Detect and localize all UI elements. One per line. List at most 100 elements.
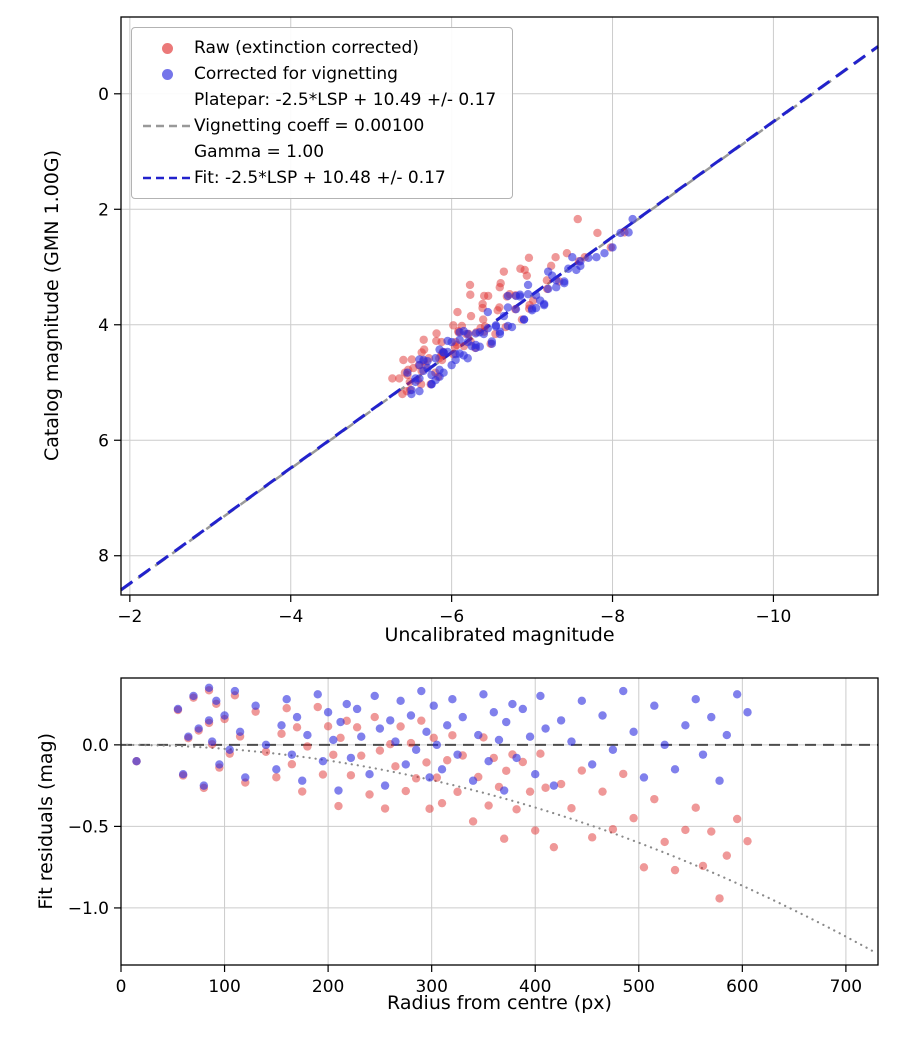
residual-point-raw <box>342 716 351 726</box>
scatter-point-raw <box>466 290 475 299</box>
residual-point-corrected <box>536 691 545 701</box>
residual-point-raw <box>722 851 732 860</box>
scatter-point-raw <box>483 291 493 301</box>
x-tick-label: 500 <box>623 977 655 997</box>
residual-point-corrected <box>406 711 416 720</box>
residual-point-corrected <box>567 737 576 746</box>
scatter-point-corrected <box>471 329 480 338</box>
residual-point-corrected <box>732 690 742 699</box>
x-tick-label: −8 <box>600 607 625 627</box>
y-tick-label: 4 <box>98 316 109 336</box>
scatter-point-corrected <box>415 386 424 396</box>
residual-point-raw <box>329 750 338 759</box>
residual-point-corrected <box>396 696 405 706</box>
residual-point-corrected <box>204 683 214 692</box>
residual-point-raw <box>272 773 281 782</box>
residual-point-raw <box>443 756 452 765</box>
residual-point-corrected <box>619 686 628 696</box>
residual-point-corrected <box>313 690 322 699</box>
legend-label-platepar: Platepar: -2.5*LSP + 10.49 +/- 0.17 Vign… <box>194 87 496 165</box>
residual-point-corrected <box>207 737 217 746</box>
scatter-point-corrected <box>608 243 617 252</box>
scatter-point-corrected <box>564 264 573 273</box>
scatter-point-corrected <box>539 299 549 309</box>
residual-point-corrected <box>298 776 307 785</box>
residual-point-raw <box>375 746 385 755</box>
residual-point-corrected <box>577 696 587 706</box>
plot-border <box>120 677 879 966</box>
scatter-point-raw <box>399 355 408 365</box>
residual-point-raw <box>303 742 312 751</box>
residual-point-corrected <box>458 712 467 722</box>
scatter-point-corrected <box>531 303 541 313</box>
scatter-point-raw <box>419 335 428 344</box>
scatter-point-raw <box>520 265 529 275</box>
residual-point-corrected <box>277 721 286 730</box>
scatter-point-raw <box>417 348 426 357</box>
residual-point-corrected <box>352 704 362 714</box>
residual-point-raw <box>650 794 659 804</box>
residual-point-raw <box>287 760 297 769</box>
residual-point-corrected <box>230 686 240 696</box>
legend-label-fit: Fit: -2.5*LSP + 10.48 +/- 0.17 <box>194 168 446 188</box>
residual-point-raw <box>681 825 690 835</box>
scatter-point-corrected <box>519 315 529 324</box>
blue-dashed-line-marker <box>140 175 194 181</box>
gray-dashed-line-icon <box>143 124 191 128</box>
residual-point-corrected <box>531 770 540 779</box>
residual-point-raw <box>707 827 716 836</box>
residual-point-raw <box>334 801 343 811</box>
residual-point-corrected <box>660 740 669 750</box>
x-tick-label: 600 <box>726 977 758 997</box>
y-tick-label: 6 <box>98 431 109 451</box>
scatter-point-raw <box>593 228 602 238</box>
residual-point-raw <box>577 766 587 775</box>
scatter-point-corrected <box>531 291 541 300</box>
residual-point-corrected <box>220 711 229 720</box>
scatter-point-corrected <box>443 336 452 346</box>
scatter-point-corrected <box>543 267 553 276</box>
scatter-point-corrected <box>463 354 472 363</box>
scatter-point-raw <box>432 336 441 346</box>
bottom-chart-y-axis-label: Fit residuals (mag) <box>32 678 60 965</box>
residual-point-raw <box>437 798 447 808</box>
scatter-point-raw <box>499 267 509 276</box>
scatter-point-corrected <box>423 363 432 373</box>
scatter-point-raw <box>407 355 416 364</box>
residual-point-raw <box>432 773 442 782</box>
scatter-point-corrected <box>503 291 513 301</box>
residual-point-corrected <box>429 701 438 710</box>
scatter-point-raw <box>478 299 487 309</box>
x-tick-label: 700 <box>830 977 862 997</box>
scatter-point-corrected <box>491 321 501 330</box>
residual-point-corrected <box>681 721 690 730</box>
residual-point-corrected <box>184 732 193 741</box>
residual-point-corrected <box>411 745 421 754</box>
scatter-point-corrected <box>415 374 424 383</box>
residual-point-raw <box>357 751 366 760</box>
residual-point-corrected <box>212 696 221 706</box>
scatter-point-corrected <box>543 284 553 294</box>
residual-point-corrected <box>215 760 224 769</box>
scatter-point-raw <box>449 321 458 330</box>
residual-point-raw <box>352 723 362 732</box>
residual-point-raw <box>502 766 511 775</box>
residual-point-corrected <box>722 730 732 740</box>
residual-point-corrected <box>391 737 400 746</box>
top-chart-x-axis-label: Uncalibrated magnitude <box>384 624 615 646</box>
scatter-point-raw <box>493 306 502 315</box>
scatter-point-corrected <box>584 253 593 262</box>
residual-point-corrected <box>251 701 260 710</box>
residual-point-corrected <box>303 730 312 740</box>
x-tick-label: −4 <box>278 607 303 627</box>
residual-point-corrected <box>323 708 333 717</box>
x-tick-label: 200 <box>312 977 344 997</box>
residual-point-raw <box>370 712 379 722</box>
scatter-point-corrected <box>427 370 436 380</box>
residual-point-corrected <box>401 760 410 769</box>
residual-point-raw <box>380 804 390 813</box>
scatter-point-corrected <box>628 214 637 224</box>
scatter-point-raw <box>395 374 404 383</box>
residual-point-corrected <box>494 735 504 745</box>
residual-point-corrected <box>425 773 434 782</box>
